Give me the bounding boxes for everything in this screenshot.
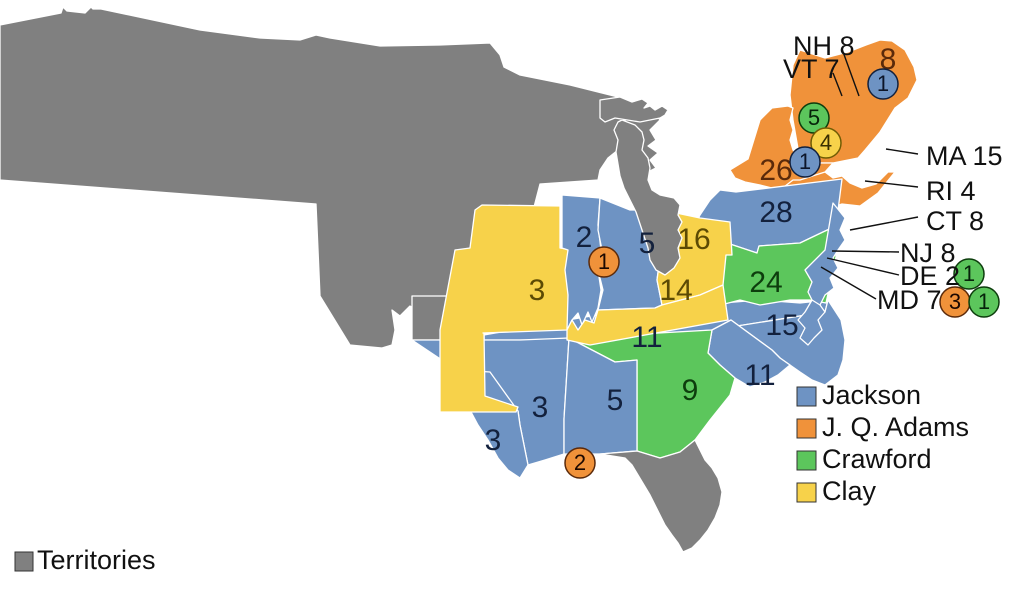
svg-text:Territories: Territories [37, 545, 156, 575]
svg-text:28: 28 [759, 196, 792, 229]
svg-text:14: 14 [659, 274, 692, 307]
svg-text:1: 1 [877, 71, 889, 96]
svg-text:Clay: Clay [822, 476, 877, 506]
svg-text:5: 5 [639, 227, 656, 260]
svg-text:9: 9 [682, 374, 699, 407]
svg-text:1: 1 [598, 249, 610, 274]
svg-text:2: 2 [574, 450, 586, 475]
svg-text:CT 8: CT 8 [926, 206, 984, 236]
svg-text:3: 3 [949, 289, 961, 314]
svg-text:1: 1 [963, 261, 975, 286]
svg-text:11: 11 [744, 359, 775, 392]
svg-text:4: 4 [820, 130, 832, 155]
svg-text:11: 11 [631, 321, 662, 354]
svg-text:15: 15 [765, 309, 798, 342]
svg-text:RI 4: RI 4 [926, 176, 976, 206]
svg-text:2: 2 [576, 221, 593, 254]
svg-text:MA 15: MA 15 [926, 141, 1003, 171]
svg-text:Crawford: Crawford [822, 444, 932, 474]
svg-text:3: 3 [532, 391, 549, 424]
svg-text:J. Q. Adams: J. Q. Adams [822, 412, 969, 442]
svg-text:24: 24 [749, 266, 782, 299]
svg-text:Jackson: Jackson [822, 380, 921, 410]
svg-text:5: 5 [808, 105, 820, 130]
svg-text:26: 26 [759, 154, 792, 187]
svg-text:VT 7: VT 7 [783, 54, 840, 84]
svg-text:16: 16 [677, 223, 710, 256]
svg-text:3: 3 [485, 424, 502, 457]
svg-text:1: 1 [799, 149, 811, 174]
svg-text:5: 5 [607, 384, 624, 417]
svg-text:MD 7: MD 7 [877, 285, 942, 315]
svg-text:1: 1 [978, 289, 990, 314]
svg-text:3: 3 [529, 274, 546, 307]
